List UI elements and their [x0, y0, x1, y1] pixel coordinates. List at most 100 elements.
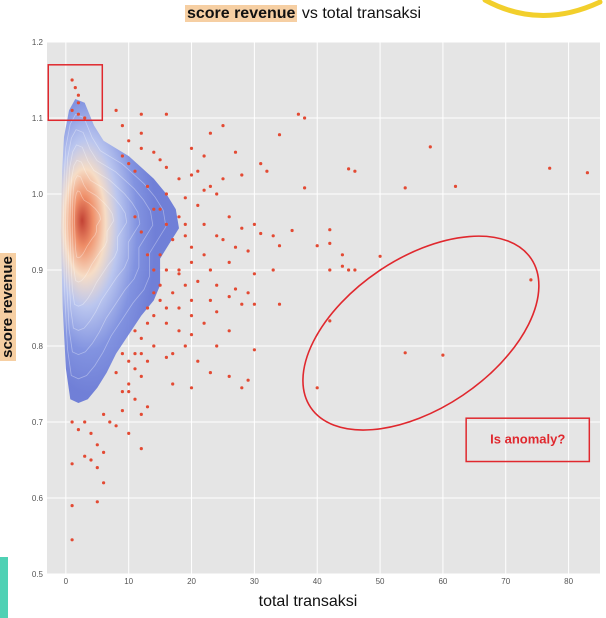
x-tick-label: 40 — [313, 577, 322, 586]
data-point — [246, 378, 250, 382]
kde-contour — [69, 159, 128, 307]
data-point — [171, 291, 175, 295]
data-point — [259, 231, 263, 236]
data-point — [120, 124, 124, 128]
data-point — [108, 420, 112, 424]
data-point — [76, 428, 80, 432]
data-point — [152, 344, 156, 348]
data-point — [89, 431, 93, 435]
data-point — [120, 154, 124, 158]
data-point — [347, 167, 351, 171]
data-point — [95, 443, 99, 447]
data-point — [215, 283, 219, 287]
anomaly-label: Is anomaly? — [490, 431, 565, 446]
data-point — [202, 253, 206, 257]
kde-contour — [64, 129, 154, 356]
data-point — [76, 101, 80, 105]
data-point — [127, 382, 131, 386]
data-point — [240, 173, 244, 177]
data-point — [114, 424, 118, 428]
data-point — [303, 186, 307, 190]
data-point — [189, 386, 194, 390]
data-point — [164, 165, 168, 169]
data-point — [73, 86, 77, 90]
data-point — [133, 215, 137, 219]
data-point — [189, 333, 194, 337]
data-point — [353, 169, 357, 173]
data-point — [152, 268, 156, 272]
data-point — [183, 196, 187, 200]
data-point — [171, 382, 175, 386]
data-point — [183, 222, 187, 226]
kde-contour — [71, 175, 115, 283]
data-point — [227, 374, 231, 378]
data-point — [227, 295, 231, 299]
x-tick-label: 20 — [187, 577, 196, 586]
title-highlight: score revenue — [184, 5, 298, 22]
kde-density — [60, 99, 179, 403]
data-point — [233, 150, 238, 154]
data-point — [177, 268, 181, 272]
y-tick-label: 1.1 — [32, 114, 44, 123]
data-point — [208, 131, 212, 135]
data-point — [265, 169, 269, 173]
data-point — [347, 268, 351, 272]
data-point — [240, 302, 244, 306]
data-point — [145, 321, 150, 325]
data-point — [340, 253, 344, 257]
x-tick-label: 70 — [501, 577, 510, 586]
data-point — [233, 245, 238, 249]
kde-contour — [62, 113, 167, 380]
data-point — [340, 264, 344, 268]
data-point — [227, 260, 231, 264]
data-point — [127, 162, 131, 166]
data-point — [70, 78, 74, 82]
y-tick-label: 0.5 — [32, 570, 44, 579]
data-point — [240, 226, 244, 230]
y-tick-label: 0.7 — [32, 418, 44, 427]
data-point — [215, 234, 219, 238]
data-point — [133, 329, 137, 333]
data-point — [152, 150, 156, 154]
data-point — [189, 314, 194, 318]
chart-title: score revenue vs total transaksi — [0, 5, 606, 23]
data-point — [139, 230, 143, 234]
data-point — [152, 207, 156, 211]
data-point — [271, 234, 275, 238]
data-point — [277, 133, 282, 137]
x-tick-label: 0 — [64, 577, 69, 586]
data-point — [233, 287, 238, 291]
data-point — [139, 374, 143, 378]
data-point — [164, 306, 168, 310]
kde-contour — [74, 190, 101, 259]
data-point — [296, 112, 300, 116]
data-point — [145, 184, 150, 188]
y-tick-label: 0.8 — [32, 342, 44, 351]
data-point — [139, 112, 143, 116]
data-point — [139, 412, 143, 416]
data-point — [453, 184, 458, 188]
data-point — [76, 112, 80, 116]
data-point — [529, 278, 533, 282]
data-point — [83, 454, 87, 458]
kde-contour — [67, 144, 141, 331]
data-point — [403, 351, 407, 355]
data-point — [202, 154, 206, 158]
data-point — [139, 336, 143, 340]
data-point — [114, 371, 118, 375]
data-point — [76, 93, 80, 97]
y-tick-label: 0.6 — [32, 494, 44, 503]
data-point — [70, 504, 74, 508]
data-point — [133, 397, 137, 401]
data-point — [252, 348, 256, 352]
data-point — [102, 481, 106, 485]
data-point — [277, 302, 282, 306]
data-point — [208, 184, 212, 188]
data-point — [328, 228, 332, 232]
data-point — [189, 260, 194, 264]
data-point — [548, 166, 552, 170]
data-point — [428, 145, 432, 149]
data-point — [290, 228, 294, 233]
y-axis-label: score revenue — [0, 253, 16, 361]
data-point — [183, 283, 187, 287]
